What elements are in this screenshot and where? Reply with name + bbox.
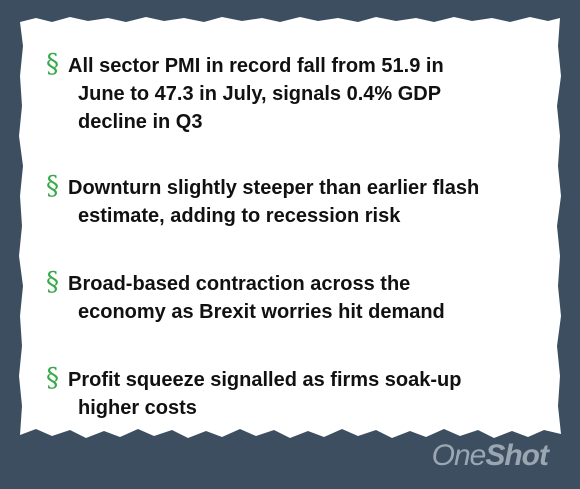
bullet-text: Broad-based contraction across the econo… — [68, 270, 445, 326]
bullet-item-downturn: § Downturn slightly steeper than earlier… — [46, 171, 546, 230]
bullet-line: decline in Q3 — [78, 111, 203, 133]
bullet-line: Downturn slightly steeper than earlier f… — [68, 177, 480, 199]
section-sign-icon: § — [46, 363, 59, 393]
bullet-line: economy as Brexit worries hit demand — [78, 301, 445, 323]
section-sign-icon: § — [46, 49, 59, 79]
bullet-text: All sector PMI in record fall from 51.9 … — [68, 52, 444, 136]
bullet-line: estimate, adding to recession risk — [78, 205, 401, 227]
bullet-item-pmi: § All sector PMI in record fall from 51.… — [46, 49, 546, 136]
bullet-line: higher costs — [78, 397, 197, 419]
bullet-line: Profit squeeze signalled as firms soak-u… — [68, 369, 462, 391]
bullet-line: All sector PMI in record fall from 51.9 … — [68, 55, 444, 77]
torn-paper-shape — [19, 17, 561, 438]
bullet-line: June to 47.3 in July, signals 0.4% GDP — [78, 83, 442, 105]
paper-card: § All sector PMI in record fall from 51.… — [18, 16, 562, 440]
bullet-list: § All sector PMI in record fall from 51.… — [18, 16, 562, 440]
section-sign-icon: § — [46, 267, 59, 297]
logo-part-one: One — [431, 439, 487, 472]
bullet-item-profit: § Profit squeeze signalled as firms soak… — [46, 363, 546, 422]
oneshot-logo: OneShot — [431, 439, 549, 473]
bullet-item-contraction: § Broad-based contraction across the eco… — [46, 267, 546, 326]
section-sign-icon: § — [46, 171, 59, 201]
bullet-text: Profit squeeze signalled as firms soak-u… — [68, 366, 461, 422]
logo-part-shot: Shot — [485, 439, 549, 472]
bullet-text: Downturn slightly steeper than earlier f… — [68, 174, 479, 230]
bullet-line: Broad-based contraction across the — [68, 273, 411, 295]
